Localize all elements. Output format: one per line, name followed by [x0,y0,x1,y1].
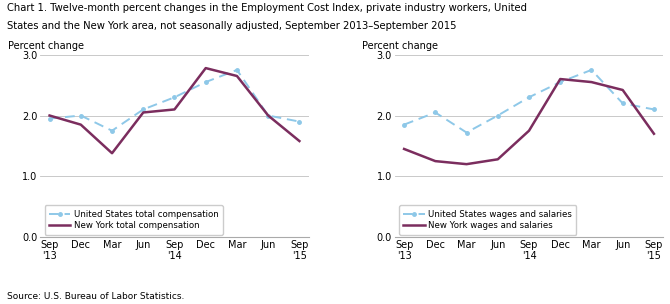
Text: Source: U.S. Bureau of Labor Statistics.: Source: U.S. Bureau of Labor Statistics. [7,292,184,301]
Text: States and the New York area, not seasonally adjusted, September 2013–September : States and the New York area, not season… [7,21,456,31]
Text: Chart 1. Twelve-month percent changes in the Employment Cost Index, private indu: Chart 1. Twelve-month percent changes in… [7,3,527,13]
Legend: United States total compensation, New York total compensation: United States total compensation, New Yo… [44,206,223,235]
Text: Percent change: Percent change [362,41,438,51]
Legend: United States wages and salaries, New York wages and salaries: United States wages and salaries, New Yo… [399,206,576,235]
Text: Percent change: Percent change [8,41,84,51]
